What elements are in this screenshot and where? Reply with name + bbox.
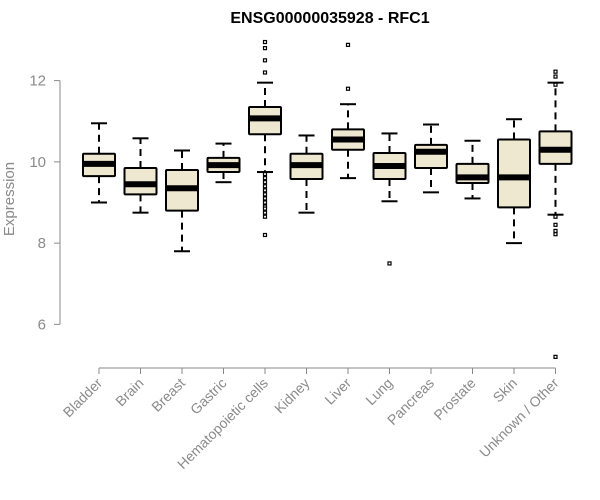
x-tick-label: Unknown / Other — [476, 375, 562, 461]
x-tick-label: Bladder — [60, 375, 106, 421]
outlier-point — [387, 261, 392, 266]
outlier-point — [262, 210, 268, 215]
x-tick-label: Breast — [148, 375, 188, 415]
box-group — [372, 132, 407, 266]
x-tick-label: Liver — [321, 375, 354, 408]
outlier-point — [262, 200, 268, 205]
outlier-point — [553, 74, 558, 79]
iqr-box — [414, 143, 448, 169]
x-tick-label: Skin — [490, 375, 521, 406]
box-group — [455, 139, 490, 200]
box-group — [538, 69, 573, 359]
outlier-point — [262, 180, 268, 185]
outlier-point — [262, 232, 268, 238]
box-group — [82, 122, 116, 204]
outlier-point — [262, 192, 268, 197]
outlier-point — [345, 86, 351, 91]
y-tick-label: 6 — [38, 316, 46, 333]
box-group — [497, 118, 531, 245]
outlier-point — [262, 39, 268, 45]
outlier-point — [553, 222, 558, 227]
iqr-box — [497, 138, 531, 209]
y-tick-label: 8 — [38, 235, 46, 252]
outlier-point — [262, 176, 268, 181]
box-group — [414, 123, 448, 194]
y-axis-label: Expression — [1, 162, 18, 236]
outlier-point — [262, 196, 268, 201]
box-group — [123, 137, 158, 214]
box-group — [248, 39, 282, 238]
outlier-point — [553, 354, 558, 359]
chart-title: ENSG00000035928 - RFC1 — [230, 10, 429, 27]
outlier-point — [262, 171, 268, 177]
y-tick-label: 12 — [29, 73, 46, 90]
outlier-point — [262, 70, 268, 75]
x-tick-label: Lung — [362, 375, 395, 408]
x-tick-label: Prostate — [430, 375, 478, 423]
outlier-point — [345, 42, 351, 47]
outlier-point — [262, 46, 268, 51]
x-tick-label: Kidney — [271, 375, 313, 417]
plot-area — [82, 39, 573, 359]
outlier-point — [553, 232, 558, 237]
y-axis: 6 8 10 12 — [29, 73, 61, 333]
box-group — [206, 142, 241, 184]
box-group — [331, 42, 365, 180]
box-group — [289, 134, 324, 214]
outlier-point — [262, 58, 268, 63]
outlier-point — [553, 214, 558, 219]
outlier-point — [262, 214, 268, 219]
iqr-box — [123, 166, 158, 196]
box-group — [165, 149, 199, 253]
outlier-point — [262, 184, 268, 189]
outlier-point — [553, 82, 558, 87]
outlier-point — [262, 206, 268, 211]
x-tick-label: Brain — [112, 375, 146, 409]
y-tick-label: 10 — [29, 154, 46, 171]
outlier-point — [262, 188, 268, 193]
outlier-point — [553, 69, 558, 74]
outlier-point — [553, 228, 558, 234]
